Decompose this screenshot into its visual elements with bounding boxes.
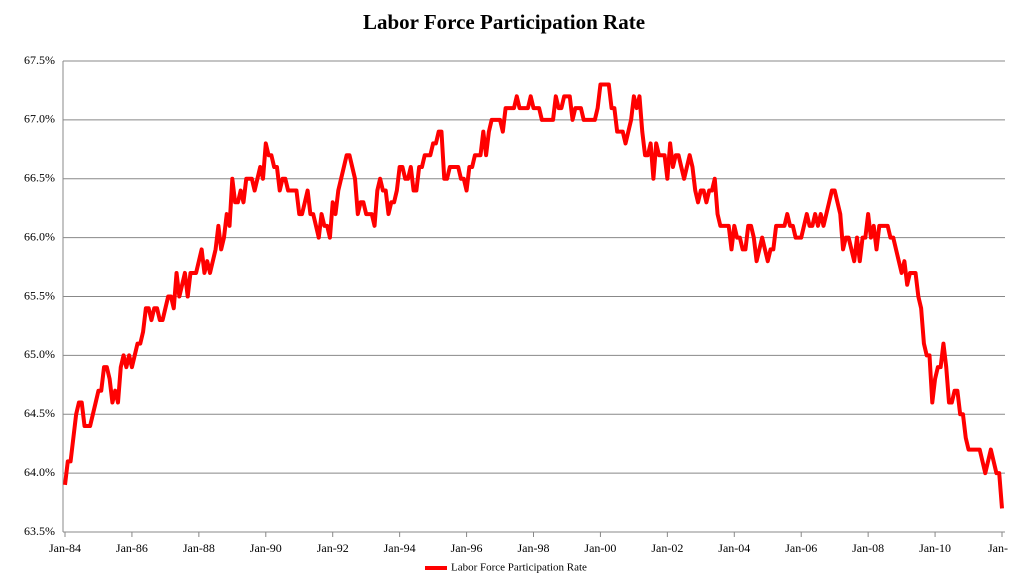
- x-tick-label: Jan-: [988, 541, 1008, 555]
- line-series: [63, 82, 1004, 509]
- x-tick-label: Jan-06: [785, 541, 817, 555]
- x-tick-label: Jan-88: [183, 541, 215, 555]
- y-tick-label: 66.0%: [24, 229, 55, 243]
- y-tick-label: 65.5%: [24, 288, 55, 302]
- y-tick-label: 65.0%: [24, 347, 55, 361]
- y-tick-label: 64.0%: [24, 465, 55, 479]
- x-tick-label: Jan-10: [919, 541, 951, 555]
- chart-title: Labor Force Participation Rate: [363, 10, 645, 34]
- y-tick-label: 67.0%: [24, 112, 55, 126]
- x-tick-label: Jan-96: [451, 541, 483, 555]
- y-tick-label: 66.5%: [24, 171, 55, 185]
- y-tick-label: 67.5%: [24, 53, 55, 67]
- y-tick-label: 63.5%: [24, 524, 55, 538]
- x-tick-label: Jan-04: [718, 541, 750, 555]
- x-tick-label: Jan-02: [651, 541, 683, 555]
- x-tick-label: Jan-90: [250, 541, 282, 555]
- y-tick-label: 64.5%: [24, 406, 55, 420]
- x-tick-label: Jan-94: [384, 541, 416, 555]
- x-tick-label: Jan-98: [518, 541, 550, 555]
- x-tick-label: Jan-08: [852, 541, 884, 555]
- x-tick-label: Jan-86: [116, 541, 148, 555]
- x-tick-label: Jan-84: [49, 541, 81, 555]
- legend-label: Labor Force Participation Rate: [451, 562, 587, 574]
- x-tick-label: Jan-00: [584, 541, 616, 555]
- x-tick-label: Jan-92: [317, 541, 349, 555]
